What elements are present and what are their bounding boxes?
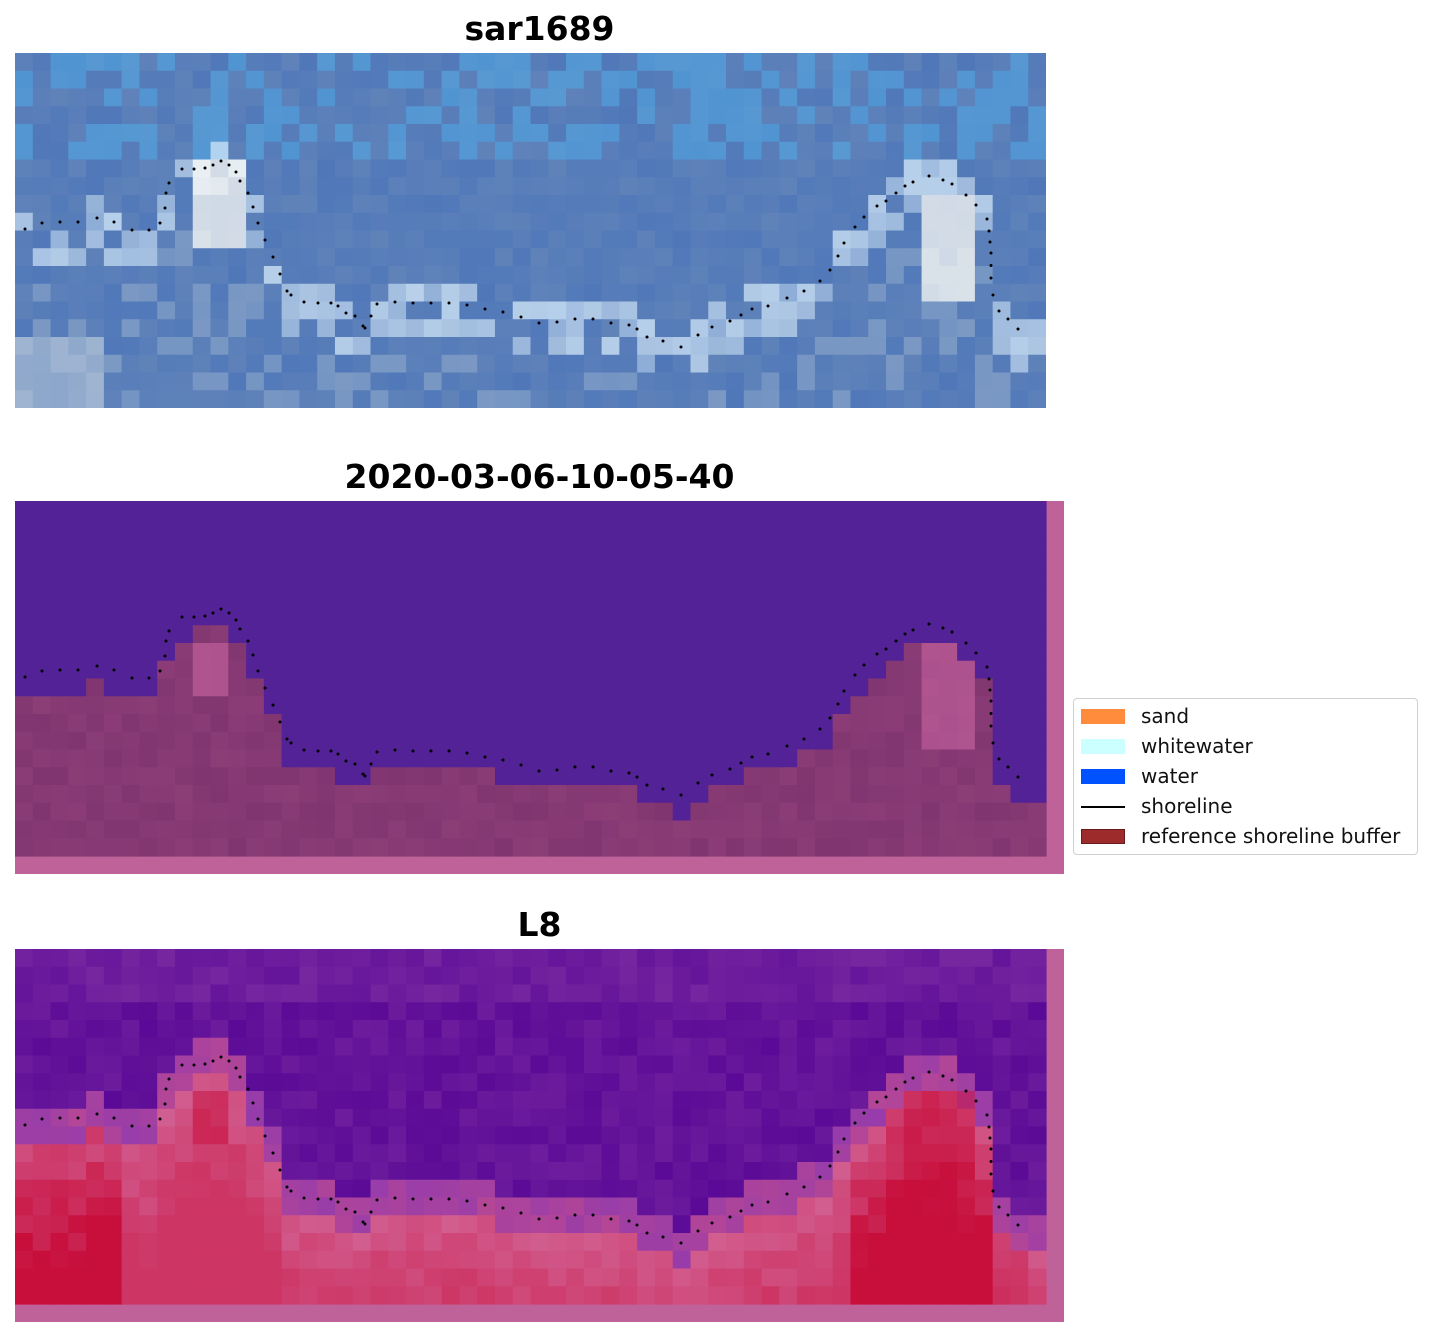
sand-swatch [1081,709,1125,724]
legend-label-reference-buffer: reference shoreline buffer [1141,824,1401,848]
whitewater-swatch [1081,739,1125,754]
rgb-image-panel [15,53,1046,408]
reference-buffer-swatch [1081,829,1125,844]
classified-pixel-grid [15,501,1047,857]
legend-label-shoreline: shoreline [1141,794,1233,818]
index-pixel-grid [15,949,1047,1305]
legend-label-whitewater: whitewater [1141,734,1253,758]
rgb-pixel-grid [15,53,1046,408]
panel-title-3: L8 [517,905,562,944]
legend-item-shoreline: shoreline [1081,791,1416,821]
shoreline-dots [23,607,1020,797]
classified-image-panel [15,501,1064,874]
legend-item-whitewater: whitewater [1081,731,1416,761]
legend-item-sand: sand [1081,701,1416,731]
index-image-panel [15,949,1064,1322]
shoreline-dots [23,1055,1020,1245]
legend-label-water: water [1141,764,1198,788]
shoreline-swatch [1081,806,1125,808]
legend-item-reference-buffer: reference shoreline buffer [1081,821,1416,851]
shoreline-dots [23,159,1020,349]
rgb-image [15,53,1046,408]
legend: sand whitewater water shoreline referenc… [1073,698,1418,855]
water-swatch [1081,769,1125,784]
index-image [15,949,1064,1322]
panel-title-2: 2020-03-06-10-05-40 [344,457,735,496]
legend-label-sand: sand [1141,704,1190,728]
panel-title-1: sar1689 [464,9,615,48]
legend-item-water: water [1081,761,1416,791]
classified-image [15,501,1064,874]
